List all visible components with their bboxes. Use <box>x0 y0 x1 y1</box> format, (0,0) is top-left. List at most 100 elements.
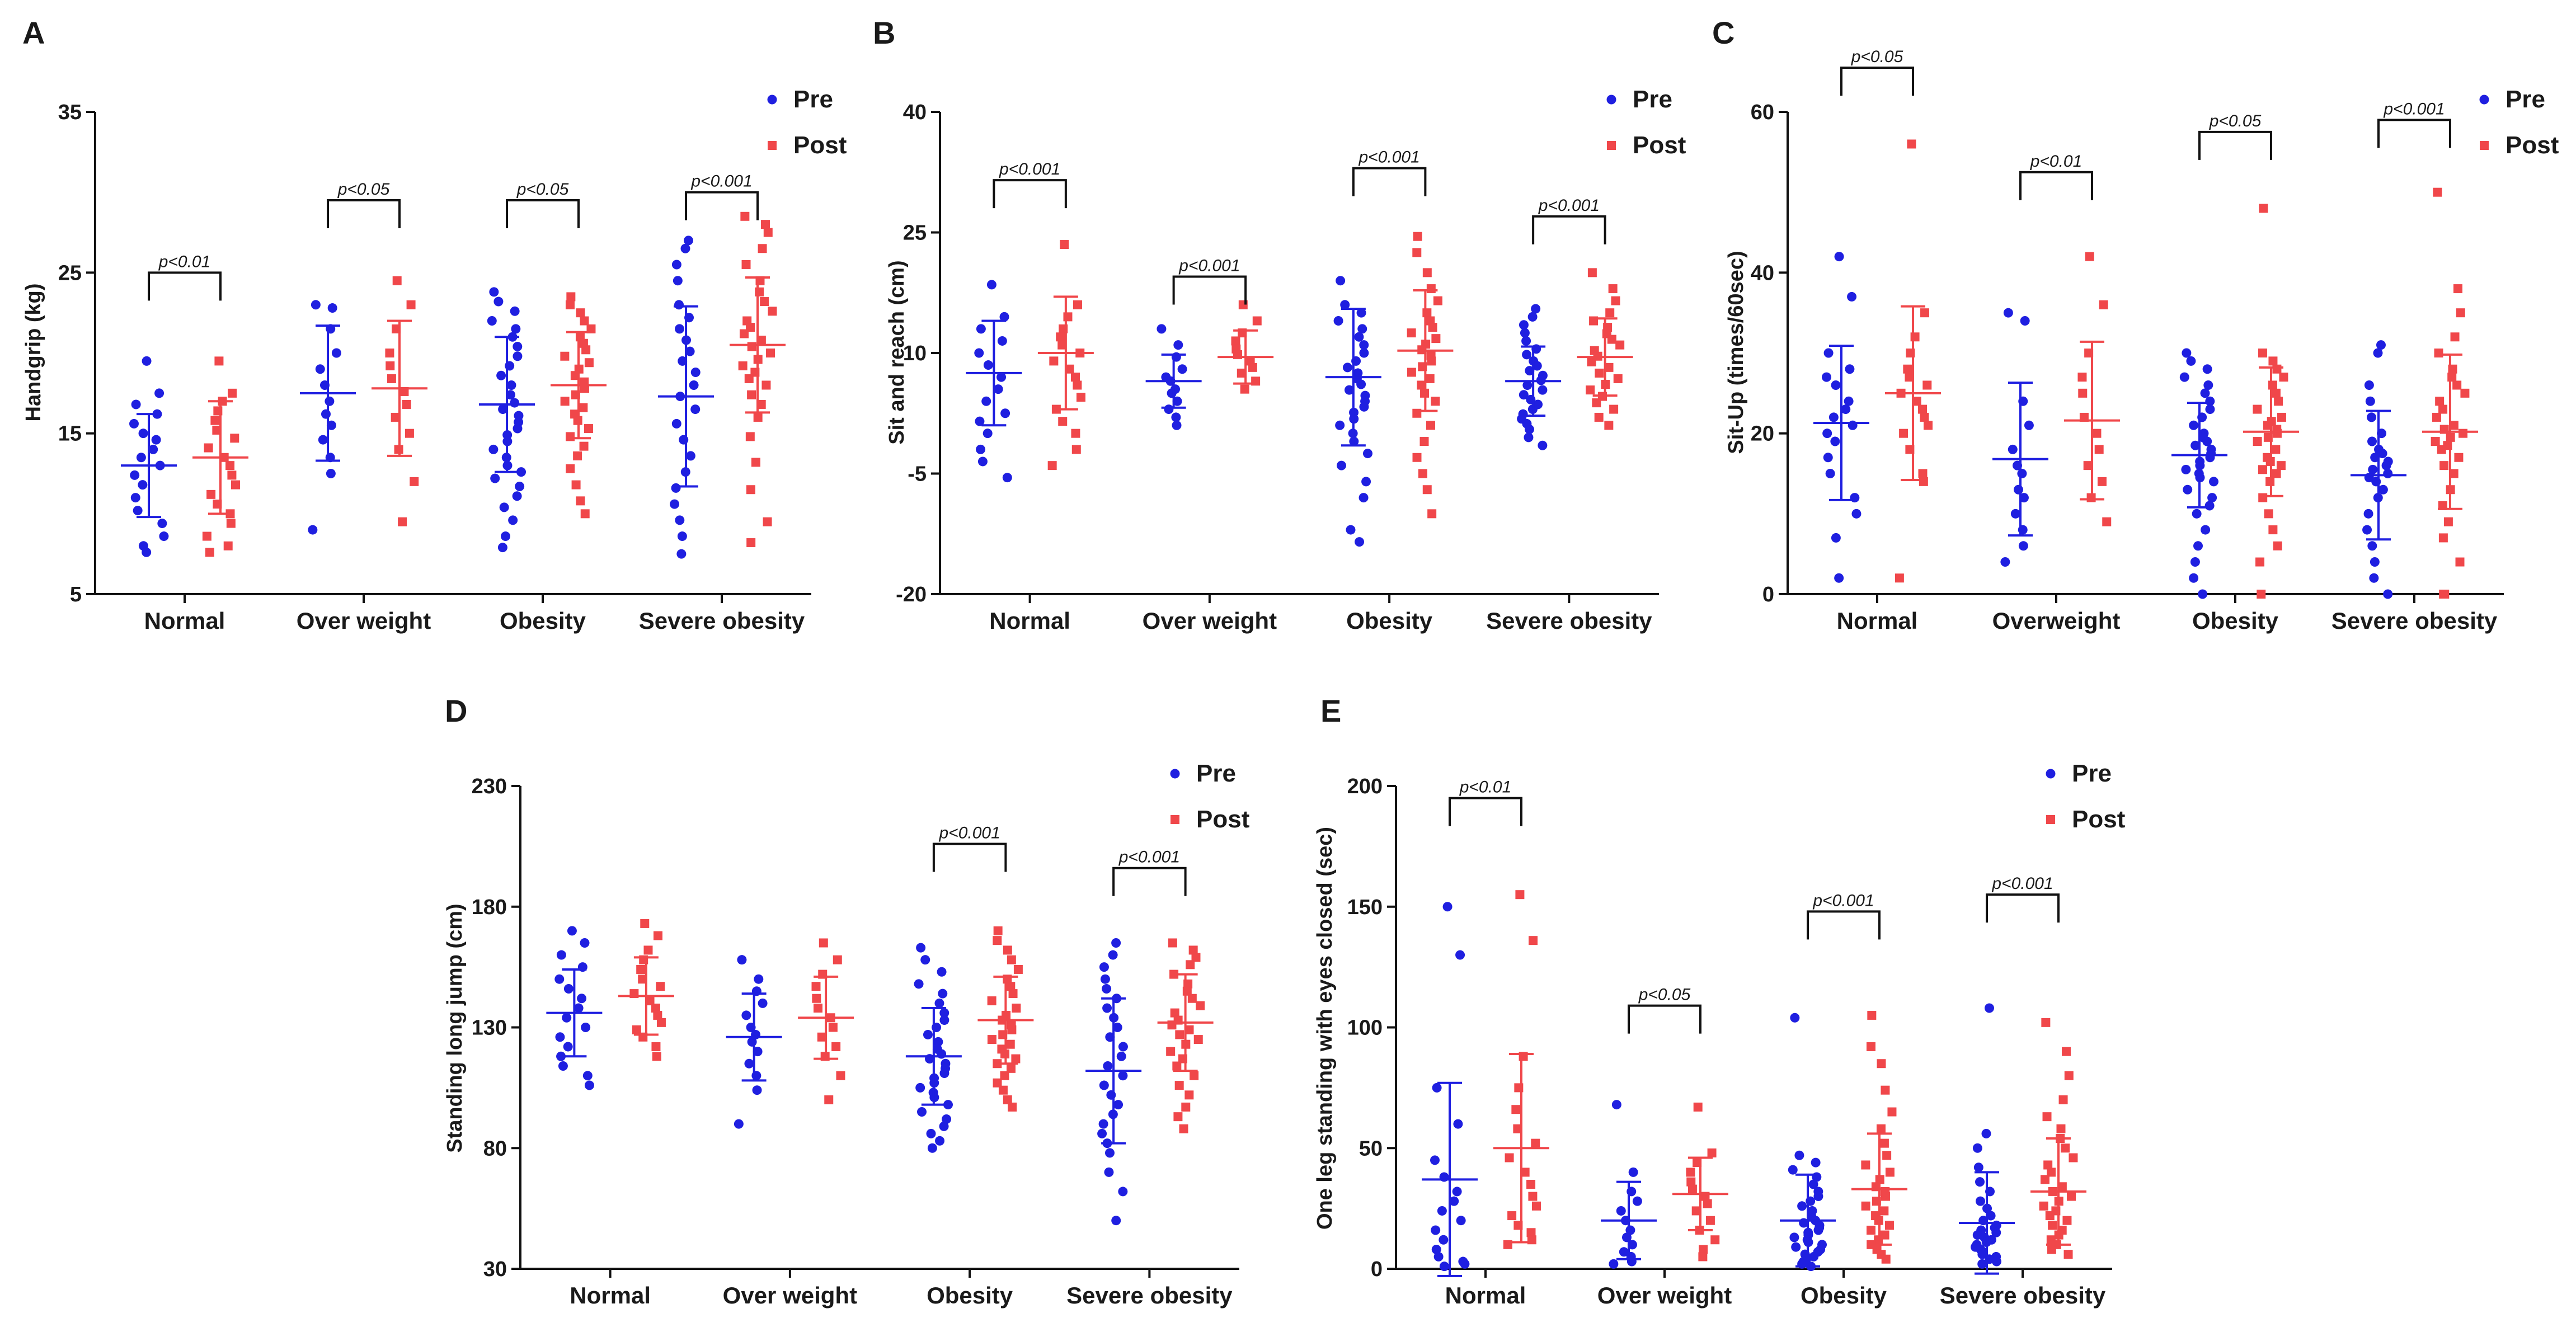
data-point-post <box>1899 429 1909 438</box>
data-point-pre <box>326 469 336 478</box>
data-point-pre <box>927 1143 937 1153</box>
data-point-pre <box>942 1114 952 1124</box>
data-point-post <box>1056 332 1065 342</box>
data-point-pre <box>129 418 139 429</box>
data-point-pre <box>2377 449 2387 459</box>
data-point-pre <box>513 351 523 361</box>
data-point-pre <box>138 429 148 439</box>
y-tick-label: 40 <box>1751 261 1774 285</box>
data-point-pre <box>1977 1259 1987 1269</box>
data-point-pre <box>2209 477 2219 487</box>
data-point-pre <box>1522 350 1532 360</box>
data-point-pre <box>1118 1187 1128 1197</box>
data-point-post <box>2069 1153 2078 1162</box>
data-point-pre <box>1524 432 1534 443</box>
data-point-post <box>2063 1250 2073 1259</box>
legend-post-marker <box>2046 815 2055 824</box>
data-point-post <box>2272 364 2282 374</box>
data-point-post <box>2253 404 2262 414</box>
x-tick-label: Over weight <box>1597 1282 1732 1309</box>
significance-label: p<0.001 <box>1538 196 1600 215</box>
data-point-post <box>1412 248 1422 257</box>
data-point-pre <box>1111 1216 1121 1226</box>
data-point-post <box>1252 316 1262 326</box>
data-point-post <box>573 451 582 460</box>
data-point-post <box>1413 232 1422 241</box>
legend-pre-label: Pre <box>1196 760 1236 787</box>
y-tick-label: 25 <box>58 261 82 285</box>
data-point-pre <box>938 989 948 999</box>
data-point-pre <box>683 236 693 246</box>
data-point-post <box>1592 398 1601 408</box>
data-point-post <box>2268 380 2277 390</box>
legend-pre-marker <box>2479 95 2489 105</box>
data-point-post <box>2453 284 2462 294</box>
x-tick-label: Over weight <box>1143 608 1277 634</box>
x-tick-label: Overweight <box>1992 608 2121 634</box>
x-tick-label: Normal <box>570 1282 651 1309</box>
legend-post-marker <box>2480 141 2489 150</box>
data-point-post <box>753 412 763 422</box>
data-point-pre <box>1524 424 1534 434</box>
data-point-post <box>1181 1102 1191 1112</box>
data-point-pre <box>2179 372 2189 382</box>
data-point-pre <box>1823 453 1833 463</box>
data-point-post <box>228 388 237 398</box>
data-point-post <box>1703 1199 1712 1208</box>
data-point-post <box>1515 890 1525 900</box>
data-point-post <box>560 351 570 361</box>
data-point-pre <box>939 1008 949 1018</box>
data-point-pre <box>671 483 681 493</box>
data-point-pre <box>493 296 504 307</box>
legend-post-label: Post <box>1633 131 1686 159</box>
data-point-post <box>831 1042 841 1052</box>
data-point-post <box>2255 557 2265 567</box>
data-point-post <box>819 938 828 948</box>
data-point-post <box>2062 1216 2072 1225</box>
data-point-pre <box>1357 324 1367 334</box>
data-point-pre <box>1519 390 1529 400</box>
data-point-pre <box>2008 444 2018 454</box>
data-point-pre <box>513 423 523 434</box>
data-point-pre <box>2207 493 2217 503</box>
data-point-post <box>638 975 647 984</box>
data-point-post <box>1174 1081 1184 1090</box>
x-tick-label: Severe obesity <box>1486 608 1652 634</box>
data-point-pre <box>499 502 509 512</box>
data-point-pre <box>490 473 500 483</box>
data-point-pre <box>923 1029 933 1039</box>
data-point-pre <box>574 1003 584 1013</box>
data-point-pre <box>1797 1201 1807 1211</box>
data-point-pre <box>1344 385 1354 395</box>
data-point-post <box>987 996 996 1006</box>
data-point-pre <box>1359 348 1369 358</box>
data-point-pre <box>741 1010 751 1020</box>
data-point-pre <box>133 506 143 516</box>
data-point-post <box>576 496 585 506</box>
legend-pre-marker <box>2046 769 2056 779</box>
data-point-pre <box>1981 1128 1991 1138</box>
y-axis-title: Sit and reach (cm) <box>885 260 909 444</box>
data-point-pre <box>1460 1259 1470 1269</box>
data-point-pre <box>513 342 523 352</box>
data-point-post <box>1861 1160 1870 1170</box>
data-point-pre <box>1834 573 1844 583</box>
data-point-pre <box>1157 324 1167 334</box>
data-point-pre <box>311 300 321 310</box>
data-point-post <box>560 397 570 406</box>
data-point-post <box>746 485 755 495</box>
data-point-pre <box>2182 348 2192 358</box>
data-point-pre <box>670 499 680 509</box>
data-point-pre <box>2186 356 2196 366</box>
data-point-post <box>2263 421 2272 430</box>
legend-post-marker <box>1171 815 1179 824</box>
data-point-post <box>2048 1221 2057 1230</box>
y-tick-label: 10 <box>903 342 927 365</box>
data-point-post <box>2452 380 2462 390</box>
data-point-pre <box>159 531 169 542</box>
panel-letter: E <box>1320 693 1341 728</box>
data-point-post <box>2268 356 2278 366</box>
data-point-post <box>204 443 213 453</box>
data-point-pre <box>752 1085 762 1095</box>
data-point-post <box>1526 1179 1536 1189</box>
